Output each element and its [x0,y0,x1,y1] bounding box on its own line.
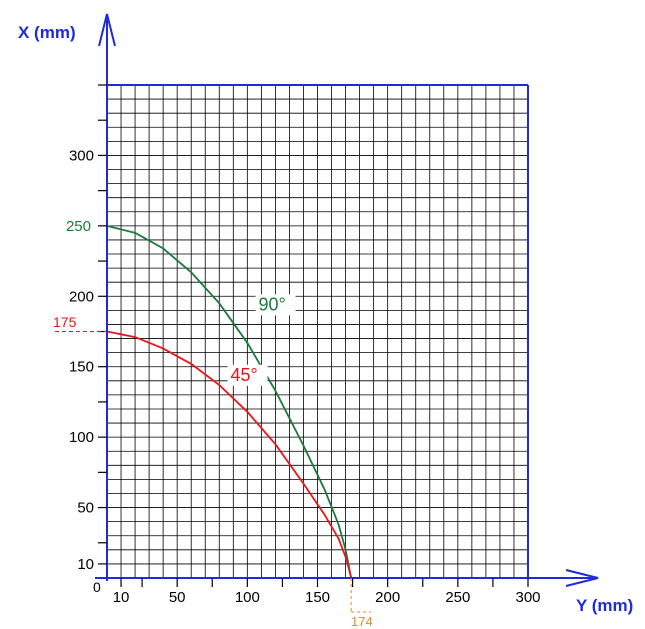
x-tick-label: 10 [113,589,130,606]
series-label-bg [255,294,296,316]
annotation-intercept-45: 175 [53,314,77,330]
series-label-45: 45° [230,365,257,385]
origin-label: 0 [93,579,101,595]
x-tick-label: 150 [305,589,330,606]
series-group [106,225,353,579]
y-tick-label: 10 [77,556,94,573]
grid [107,85,528,578]
x-tick-label: 300 [515,589,540,606]
x-tick-label: 250 [445,589,470,606]
x-tick-label: 200 [375,589,400,606]
y-tick-label: 200 [69,288,94,305]
x-tick-label: 100 [235,589,260,606]
annotation-intercept-x: 174 [351,614,373,629]
annotation-intercept-90: 250 [66,218,91,235]
x-axis-title: Y (mm) [576,596,633,615]
annotation-bg [56,215,93,235]
series-line-90 [106,225,353,579]
labels: X (mm) Y (mm) 0 250 175 174 90° 45° [18,23,633,629]
x-axis-arrow [565,569,599,587]
y-axis-arrow [98,13,116,47]
y-tick-label: 300 [69,147,94,164]
series-label-bg [227,364,268,386]
x-tick-label: 50 [169,589,186,606]
y-tick-label: 100 [69,429,94,446]
series-line-45 [106,330,353,579]
plot-frame [107,84,529,578]
axes: 10 50 100 150 200 300 10 50 100 150 200 250 300 [69,13,599,606]
series-label-90: 90° [259,294,286,314]
y-tick-label: 50 [77,500,94,517]
y-tick-label: 150 [69,359,94,376]
y-axis-title: X (mm) [18,23,76,42]
